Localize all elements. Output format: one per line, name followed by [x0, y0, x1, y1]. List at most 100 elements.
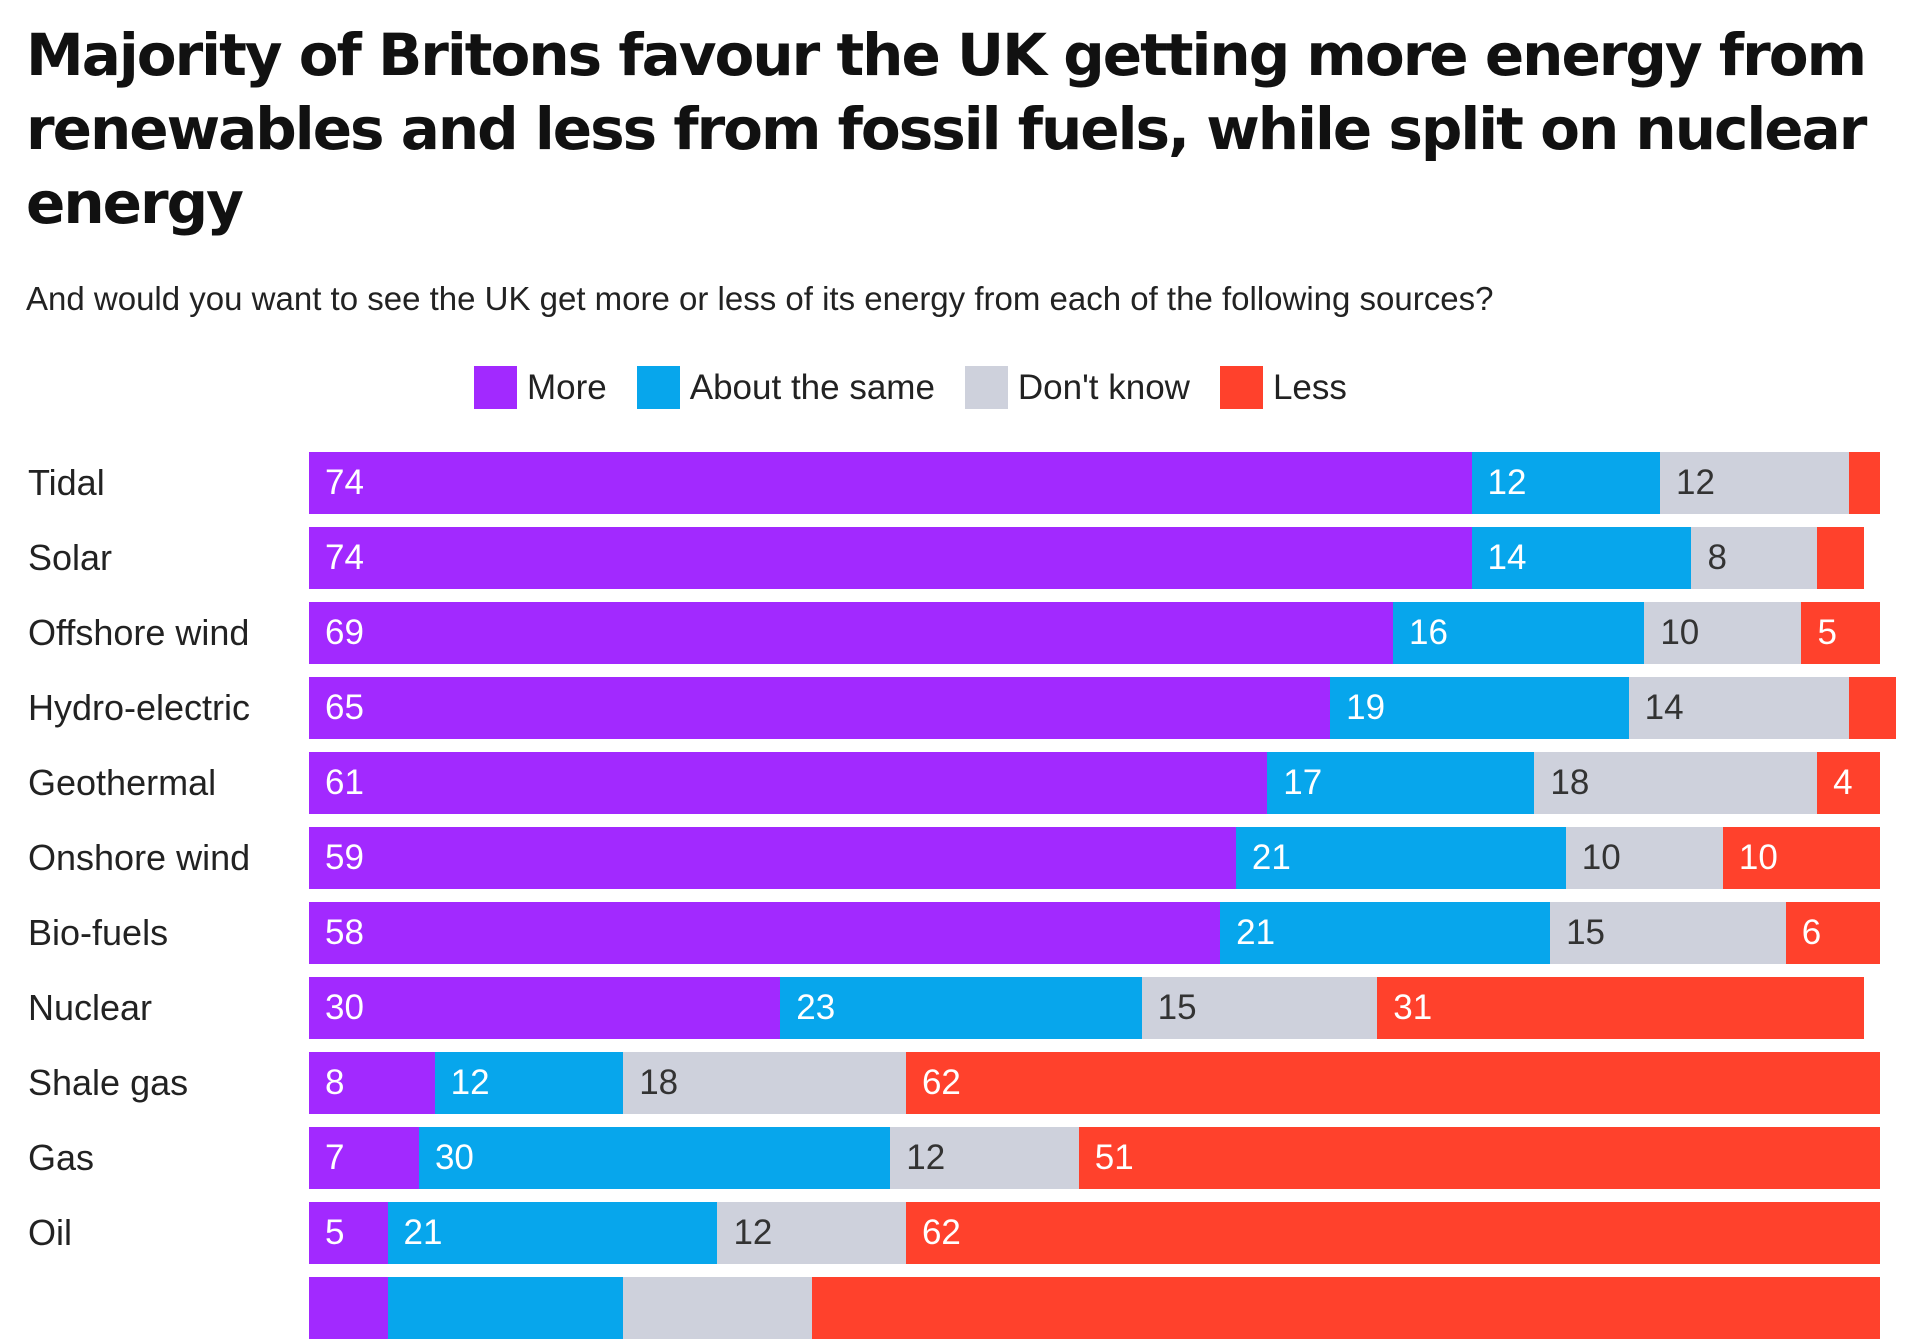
bar-segment [623, 1277, 812, 1339]
data-label: 12 [450, 1063, 490, 1102]
bar-segment [1550, 902, 1786, 964]
data-label: 10 [1660, 613, 1700, 652]
data-label: 4 [1833, 763, 1853, 802]
chart-title: Majority of Britons favour the UK gettin… [26, 21, 1867, 237]
bar-segment [1691, 527, 1818, 589]
legend-swatch [1219, 366, 1263, 409]
legend-swatch [636, 366, 680, 409]
data-label: 59 [325, 838, 364, 877]
legend-swatch [474, 366, 517, 409]
category-label: Onshore wind [28, 837, 251, 878]
legend-item: About the same [636, 366, 935, 409]
bar-segment [1534, 752, 1818, 814]
bar-segment [905, 1202, 1880, 1264]
bar-segment [1722, 827, 1880, 889]
data-label: 19 [1346, 688, 1386, 727]
data-label: 21 [403, 1213, 443, 1252]
bar-segment [309, 1277, 388, 1339]
bar-segment [1392, 602, 1645, 664]
bar-segment [1330, 677, 1629, 739]
bar-segment [387, 1277, 624, 1339]
bar-segment [1565, 827, 1723, 889]
data-label: 12 [733, 1213, 773, 1252]
bar-segment [717, 1202, 906, 1264]
data-label: 21 [1251, 838, 1291, 877]
data-label: 18 [639, 1063, 679, 1102]
bar-segment [623, 1052, 906, 1114]
bar-segment [309, 1052, 435, 1114]
data-label: 30 [434, 1138, 474, 1177]
bar-segment [309, 752, 1268, 814]
legend-item: Less [1219, 366, 1347, 409]
bar-segment [811, 1277, 1880, 1339]
bar-segment [309, 602, 1393, 664]
legend-item: Don't know [964, 366, 1190, 409]
bar-segment [1141, 977, 1378, 1039]
data-label: 21 [1236, 913, 1276, 952]
data-label: 58 [325, 913, 364, 952]
bar-segment [1220, 902, 1551, 964]
bar-segment [309, 902, 1221, 964]
bar-segment [418, 1127, 891, 1189]
category-label: Geothermal [28, 762, 217, 803]
category-label: Offshore wind [28, 612, 250, 653]
data-label: 12 [906, 1138, 946, 1177]
data-label: 5 [325, 1213, 345, 1252]
bar-segment [905, 1052, 1880, 1114]
bar-segment [309, 1202, 388, 1264]
data-label: 10 [1738, 838, 1778, 877]
legend-swatch [964, 366, 1008, 409]
bar-segment [1817, 527, 1865, 589]
bar-segment [309, 827, 1236, 889]
bar-segment [1848, 677, 1896, 739]
category-label: Nuclear [28, 987, 153, 1028]
data-label: 17 [1283, 763, 1323, 802]
data-label: 5 [1817, 613, 1837, 652]
category-label: Tidal [28, 462, 105, 503]
data-label: 69 [325, 613, 364, 652]
bar-segment [309, 677, 1331, 739]
bar-segment [309, 527, 1472, 589]
bar-segment [1078, 1127, 1880, 1189]
data-label: 62 [921, 1063, 961, 1102]
data-label: 51 [1094, 1138, 1134, 1177]
category-label: Solar [28, 537, 113, 578]
data-label: 74 [325, 463, 364, 502]
category-label: Oil [28, 1212, 72, 1253]
data-label: 14 [1644, 688, 1684, 727]
bar-segment [1644, 602, 1802, 664]
bar-segment [780, 977, 1142, 1039]
data-label: 10 [1581, 838, 1621, 877]
bar-segment [1471, 527, 1692, 589]
bar-segment [1471, 452, 1661, 514]
data-label: 14 [1487, 538, 1527, 577]
category-label: Gas [28, 1137, 95, 1178]
data-label: 6 [1801, 913, 1822, 952]
bar-segment [1817, 752, 1880, 814]
data-label: 8 [325, 1063, 345, 1102]
legend-item: More [474, 366, 607, 409]
data-label: 7 [325, 1138, 345, 1177]
category-label: Hydro-electric [28, 687, 251, 728]
data-label: 16 [1408, 613, 1448, 652]
legend-label: Don't know [1017, 367, 1190, 407]
bar-segment [1628, 677, 1849, 739]
bar-segment [387, 1202, 718, 1264]
legend-label: Less [1272, 367, 1347, 407]
bar-segment [1848, 452, 1880, 514]
legend: More About the same Don't know Less [474, 366, 1377, 409]
bar-segment [309, 977, 781, 1039]
data-label: 65 [325, 688, 364, 727]
data-label: 61 [325, 763, 364, 802]
chart-subtitle: And would you want to see the UK get mor… [26, 280, 1494, 317]
data-label: 15 [1157, 988, 1197, 1027]
data-label: 23 [796, 988, 836, 1027]
bar-segment [1660, 452, 1849, 514]
category-label: Shale gas [28, 1062, 189, 1103]
legend-label: About the same [689, 367, 935, 407]
bar-segment [1785, 902, 1880, 964]
data-label: 30 [325, 988, 364, 1027]
bar-segment [890, 1127, 1079, 1189]
data-label: 18 [1550, 763, 1590, 802]
data-label: 12 [1676, 463, 1715, 502]
